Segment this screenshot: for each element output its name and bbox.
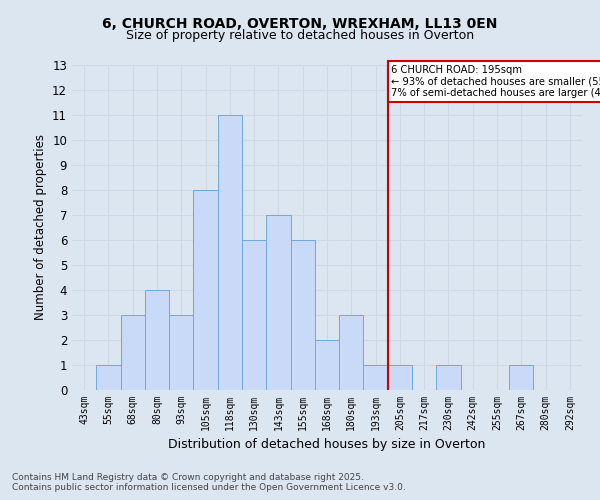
Bar bbox=[145, 290, 169, 390]
Y-axis label: Number of detached properties: Number of detached properties bbox=[34, 134, 47, 320]
Text: Size of property relative to detached houses in Overton: Size of property relative to detached ho… bbox=[126, 29, 474, 42]
Bar bbox=[364, 365, 388, 390]
Bar bbox=[339, 315, 364, 390]
Bar bbox=[388, 365, 412, 390]
Bar bbox=[266, 215, 290, 390]
Bar bbox=[242, 240, 266, 390]
Text: Contains HM Land Registry data © Crown copyright and database right 2025.: Contains HM Land Registry data © Crown c… bbox=[12, 474, 364, 482]
Text: Contains public sector information licensed under the Open Government Licence v3: Contains public sector information licen… bbox=[12, 484, 406, 492]
Bar bbox=[315, 340, 339, 390]
Bar bbox=[121, 315, 145, 390]
Bar bbox=[509, 365, 533, 390]
Bar bbox=[436, 365, 461, 390]
X-axis label: Distribution of detached houses by size in Overton: Distribution of detached houses by size … bbox=[169, 438, 485, 452]
Bar bbox=[218, 115, 242, 390]
Text: 6, CHURCH ROAD, OVERTON, WREXHAM, LL13 0EN: 6, CHURCH ROAD, OVERTON, WREXHAM, LL13 0… bbox=[103, 18, 497, 32]
Bar bbox=[96, 365, 121, 390]
Text: 6 CHURCH ROAD: 195sqm
← 93% of detached houses are smaller (55)
7% of semi-detac: 6 CHURCH ROAD: 195sqm ← 93% of detached … bbox=[391, 65, 600, 98]
Bar bbox=[169, 315, 193, 390]
Bar bbox=[290, 240, 315, 390]
Bar bbox=[193, 190, 218, 390]
